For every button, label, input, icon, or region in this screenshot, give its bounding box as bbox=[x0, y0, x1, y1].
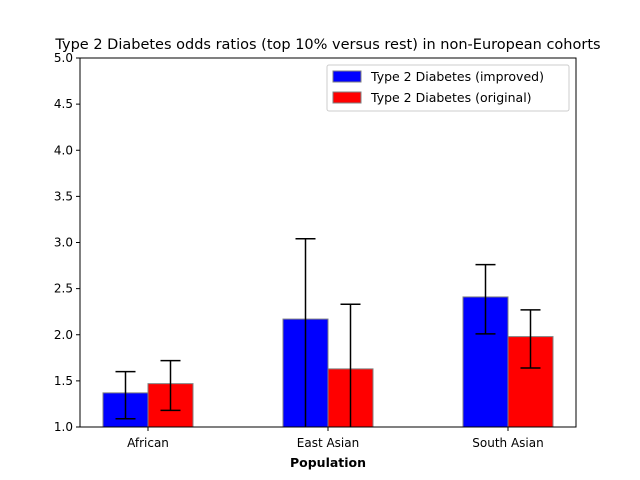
legend-label: Type 2 Diabetes (original) bbox=[370, 90, 532, 105]
legend: Type 2 Diabetes (improved) Type 2 Diabete… bbox=[326, 64, 570, 112]
y-tick-label: 2.0 bbox=[54, 328, 73, 342]
legend-label: Type 2 Diabetes (improved) bbox=[370, 69, 544, 84]
x-tick-label: East Asian bbox=[297, 436, 359, 450]
y-tick-label: 3.0 bbox=[54, 236, 73, 250]
x-tick-label: South Asian bbox=[472, 436, 543, 450]
y-tick-label: 3.5 bbox=[54, 189, 73, 203]
error-bars bbox=[115, 238, 541, 427]
legend-swatch bbox=[332, 91, 362, 104]
legend-box bbox=[326, 64, 570, 112]
x-axis-label: Population bbox=[290, 455, 366, 470]
y-tick-label: 2.5 bbox=[54, 282, 73, 296]
y-tick-label: 4.5 bbox=[54, 97, 73, 111]
y-tick-label: 1.0 bbox=[54, 420, 73, 434]
chart-title: Type 2 Diabetes odds ratios (top 10% ver… bbox=[54, 37, 600, 53]
x-tick-label: African bbox=[127, 436, 169, 450]
y-tick-label: 4.0 bbox=[54, 143, 73, 157]
y-tick-label: 1.5 bbox=[54, 374, 73, 388]
legend-swatch bbox=[332, 70, 362, 83]
y-tick-label: 5.0 bbox=[54, 51, 73, 65]
axes: 1.0 1.5 2.0 2.5 3.0 3.5 4.0 4.5 5.0 African East A… bbox=[54, 51, 577, 450]
